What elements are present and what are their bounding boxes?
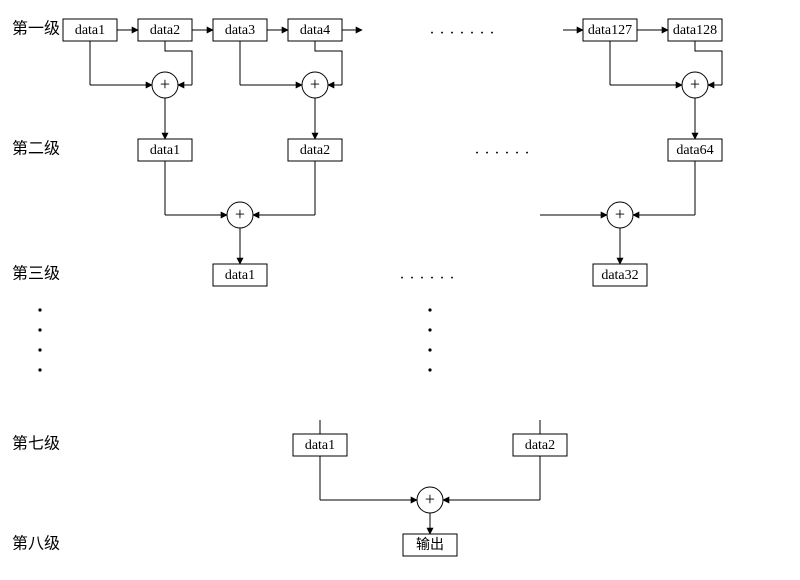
adder-plus-a2: + <box>310 74 320 94</box>
vellipsis-dot <box>428 368 431 371</box>
vellipsis-dot <box>428 328 431 331</box>
adder-plus-a1: + <box>160 74 170 94</box>
lvl3-box-label-d3_1: data1 <box>225 268 255 283</box>
vellipsis-dot <box>428 348 431 351</box>
level-label-lvl7: 第七级 <box>12 435 60 453</box>
adder-plus-b1: + <box>235 204 245 224</box>
lvl1-box-label-d1_127: data127 <box>588 23 632 38</box>
lvl1-box-label-d1_128: data128 <box>673 23 717 38</box>
lvl8-box-label-out: 输出 <box>416 537 444 553</box>
lvl1-dots: ....... <box>430 21 500 38</box>
lvl2-box-label-d2_2: data2 <box>300 143 330 158</box>
level-label-lvl3: 第三级 <box>12 265 60 283</box>
vellipsis-dot <box>38 308 41 311</box>
vellipsis-dot <box>38 348 41 351</box>
vellipsis-dot <box>38 368 41 371</box>
adder-plus-b32: + <box>615 204 625 224</box>
lvl7-box-label-d7_1: data1 <box>305 438 335 453</box>
adder-plus-a64: + <box>690 74 700 94</box>
lvl1-box-label-d1_2: data2 <box>150 23 180 38</box>
lvl1-box-label-d1_3: data3 <box>225 23 255 38</box>
vellipsis-dot <box>38 328 41 331</box>
pipeline-diagram: 第一级第二级第三级第七级第八级 data1 data2 data3 data4 data1… <box>0 0 800 580</box>
lvl2-dots: ...... <box>475 141 535 158</box>
level-label-lvl1: 第一级 <box>12 20 60 38</box>
lvl1-box-label-d1_1: data1 <box>75 23 105 38</box>
lvl7-box-label-d7_2: data2 <box>525 438 555 453</box>
lvl3-dots: ...... <box>400 266 460 283</box>
vellipsis-dot <box>428 308 431 311</box>
level-label-lvl2: 第二级 <box>12 140 60 158</box>
lvl2-box-label-d2_1: data1 <box>150 143 180 158</box>
lvl1-box-label-d1_4: data4 <box>300 23 330 38</box>
lvl2-box-label-d2_64: data64 <box>676 143 713 158</box>
adder-plus-c1: + <box>425 489 435 509</box>
lvl3-box-label-d3_32: data32 <box>601 268 638 283</box>
level-label-lvl8: 第八级 <box>12 535 60 553</box>
